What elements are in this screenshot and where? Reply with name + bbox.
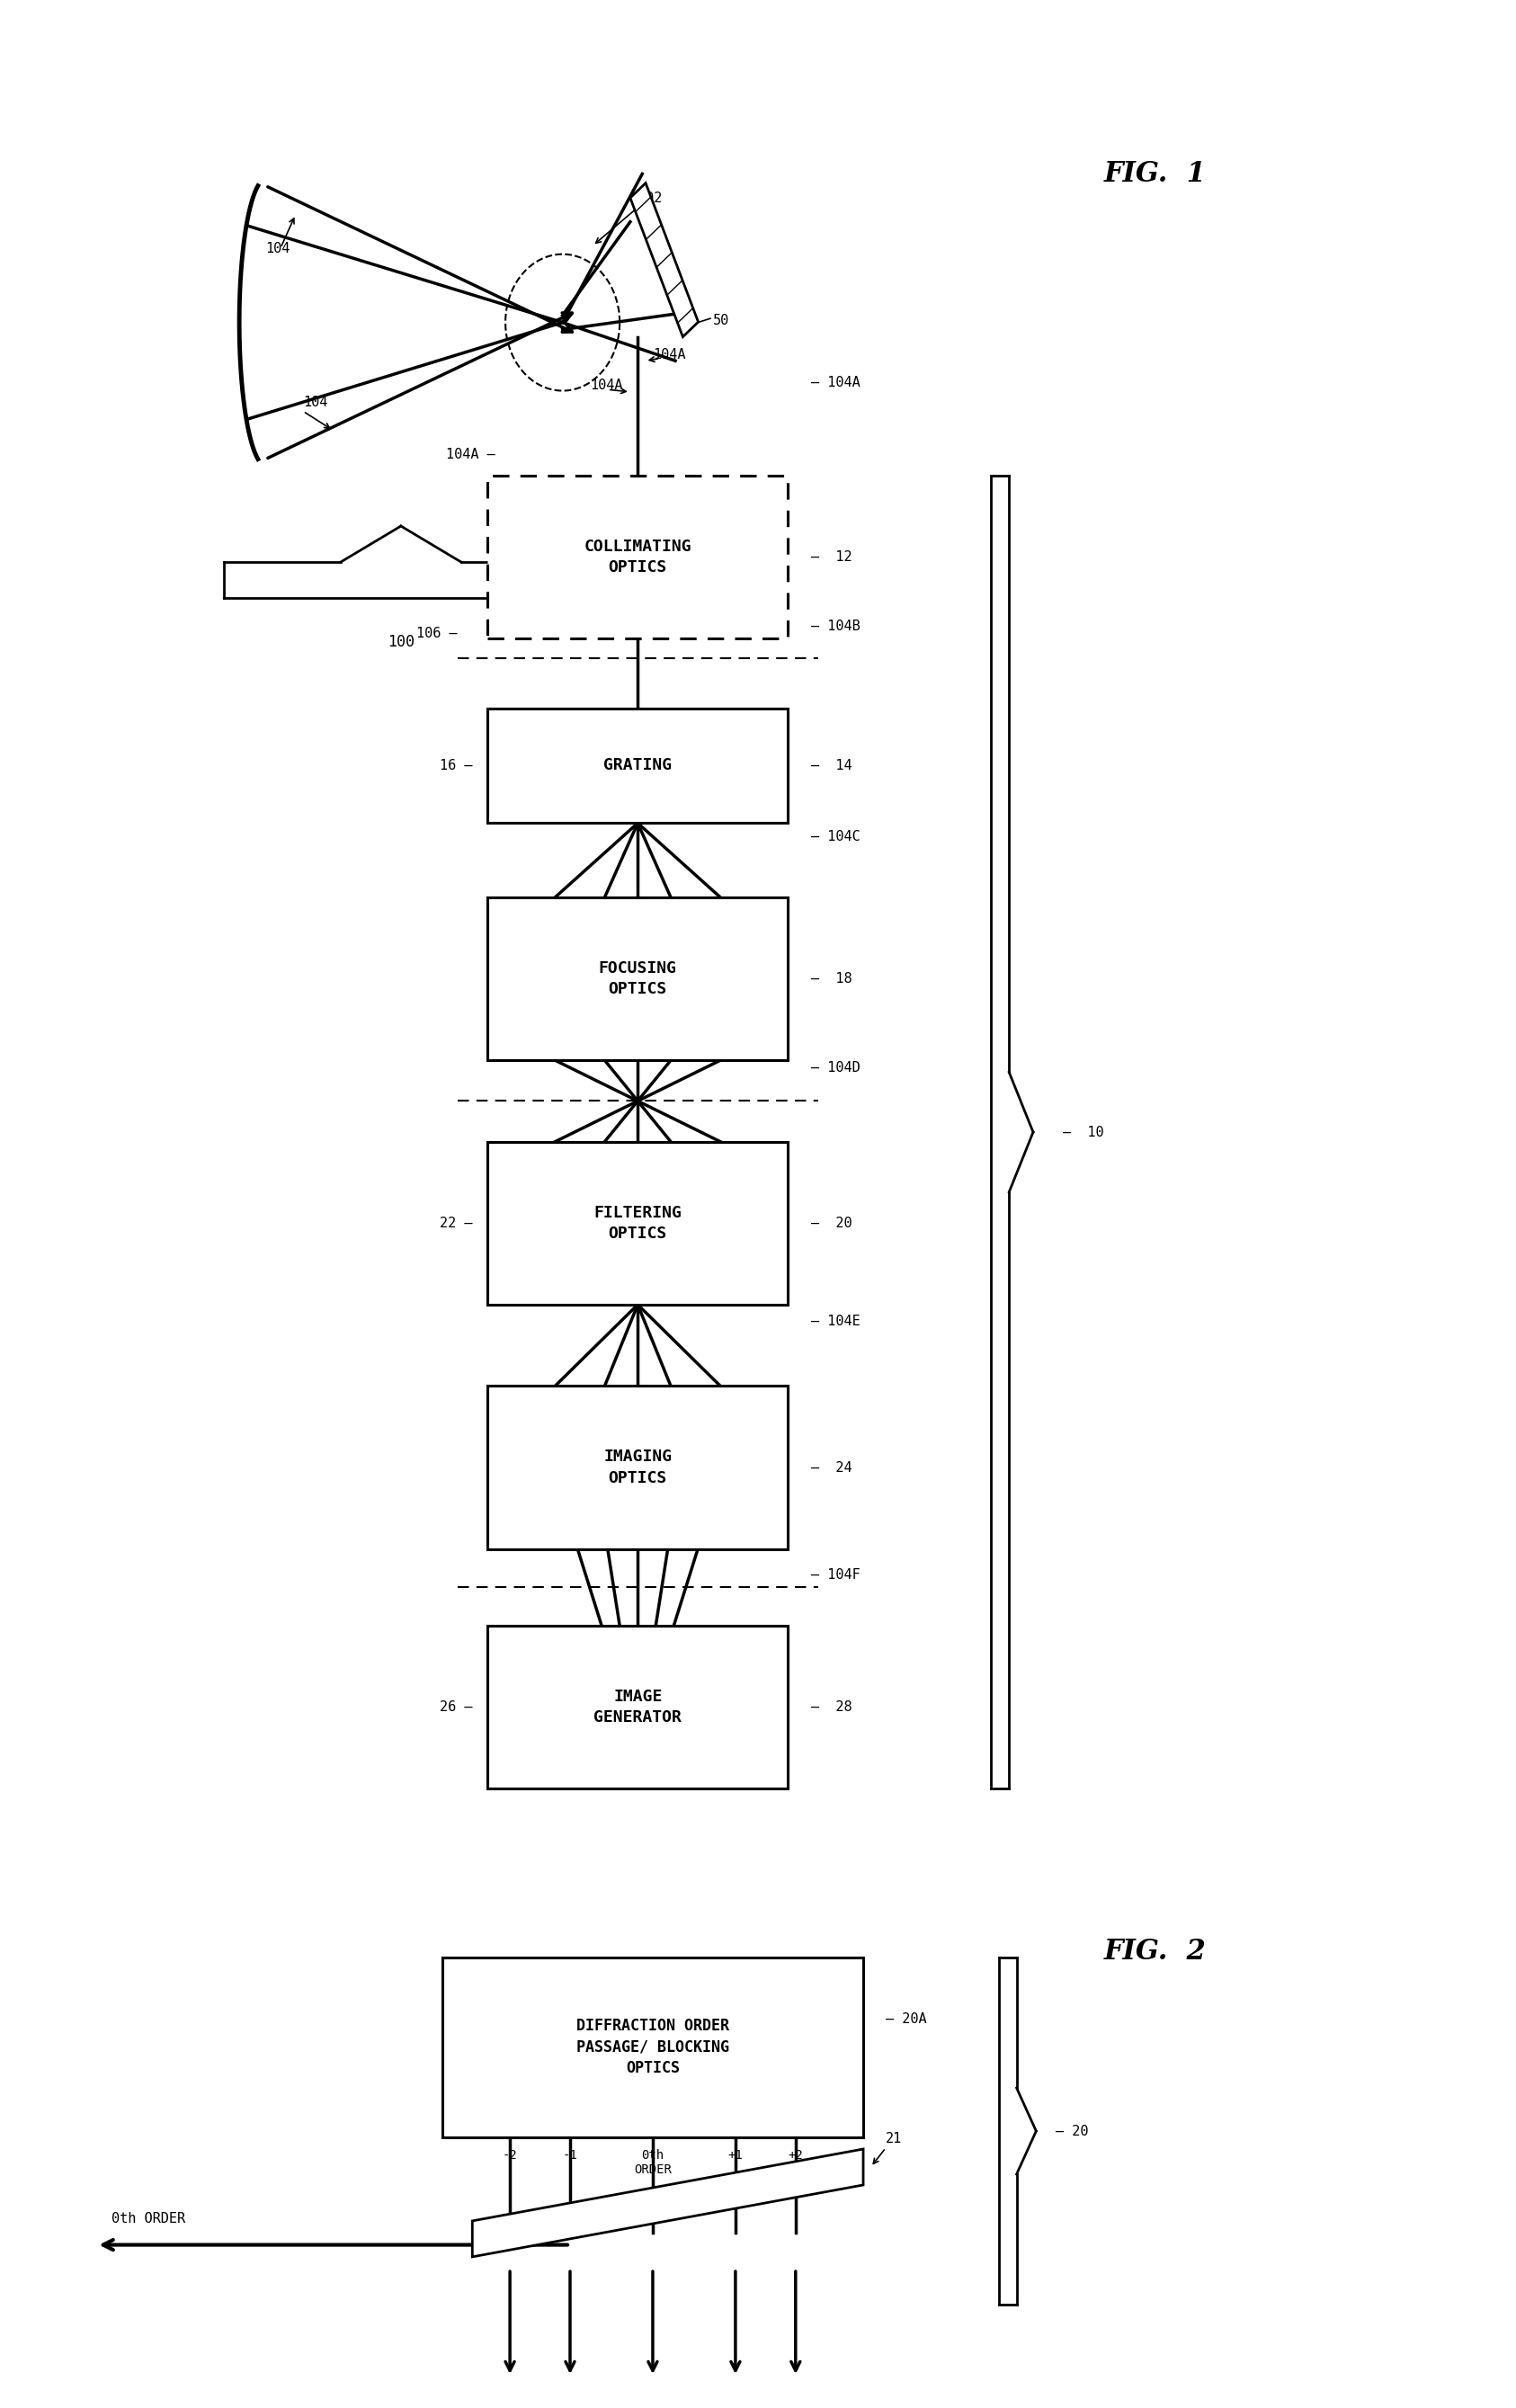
- Polygon shape: [473, 2148, 863, 2256]
- Text: IMAGING
OPTICS: IMAGING OPTICS: [603, 1450, 672, 1486]
- Text: GRATING: GRATING: [603, 759, 672, 773]
- Text: 104A —: 104A —: [446, 448, 494, 460]
- Text: -1: -1: [562, 2148, 578, 2162]
- Bar: [487, 1625, 788, 1789]
- Bar: [487, 1141, 788, 1305]
- Text: — 20A: — 20A: [885, 2013, 926, 2025]
- Text: 0th ORDER: 0th ORDER: [112, 2213, 185, 2225]
- Text: FIG.  2: FIG. 2: [1104, 1938, 1207, 1965]
- Text: FIG.  1: FIG. 1: [1104, 159, 1207, 188]
- Text: 16 —: 16 —: [440, 759, 473, 773]
- Text: -2: -2: [502, 2148, 517, 2162]
- Bar: [487, 708, 788, 824]
- Text: 104A: 104A: [653, 347, 685, 361]
- Text: —  18: — 18: [811, 973, 852, 985]
- Text: 0th
ORDER: 0th ORDER: [634, 2148, 672, 2177]
- Text: — 104D: — 104D: [811, 1060, 860, 1074]
- Text: —  28: — 28: [811, 1700, 852, 1714]
- Text: FILTERING
OPTICS: FILTERING OPTICS: [594, 1204, 682, 1243]
- Text: +1: +1: [728, 2148, 743, 2162]
- Text: — 104E: — 104E: [811, 1315, 860, 1329]
- Bar: [487, 898, 788, 1060]
- Text: 100: 100: [388, 633, 414, 650]
- Bar: [443, 1958, 863, 2136]
- Bar: [487, 1387, 788, 1548]
- Text: 102: 102: [638, 193, 662, 205]
- Text: — 104F: — 104F: [811, 1568, 860, 1582]
- Text: — 104A: — 104A: [811, 376, 860, 390]
- Text: +2: +2: [788, 2148, 803, 2162]
- Text: —  14: — 14: [811, 759, 852, 773]
- Text: IMAGE
GENERATOR: IMAGE GENERATOR: [594, 1688, 682, 1727]
- Text: — 104C: — 104C: [811, 828, 860, 843]
- Bar: [487, 477, 788, 638]
- Text: 104: 104: [265, 243, 290, 255]
- Text: 21: 21: [885, 2131, 902, 2146]
- Text: 106 —: 106 —: [417, 626, 458, 641]
- Text: 22 —: 22 —: [440, 1216, 473, 1230]
- Text: —  12: — 12: [811, 551, 852, 563]
- Text: 50: 50: [713, 313, 729, 327]
- Text: —  10: — 10: [1063, 1125, 1104, 1139]
- Text: 26 —: 26 —: [440, 1700, 473, 1714]
- Text: — 104B: — 104B: [811, 619, 860, 633]
- Text: FOCUSING
OPTICS: FOCUSING OPTICS: [599, 961, 676, 997]
- Text: — 20: — 20: [1055, 2124, 1088, 2138]
- Text: —  24: — 24: [811, 1462, 852, 1474]
- Text: —  20: — 20: [811, 1216, 852, 1230]
- Text: COLLIMATING
OPTICS: COLLIMATING OPTICS: [584, 539, 691, 576]
- Polygon shape: [631, 183, 699, 337]
- Text: 104: 104: [303, 395, 327, 409]
- Text: DIFFRACTION ORDER
PASSAGE/ BLOCKING
OPTICS: DIFFRACTION ORDER PASSAGE/ BLOCKING OPTI…: [576, 2018, 729, 2076]
- Text: 104A: 104A: [590, 378, 623, 393]
